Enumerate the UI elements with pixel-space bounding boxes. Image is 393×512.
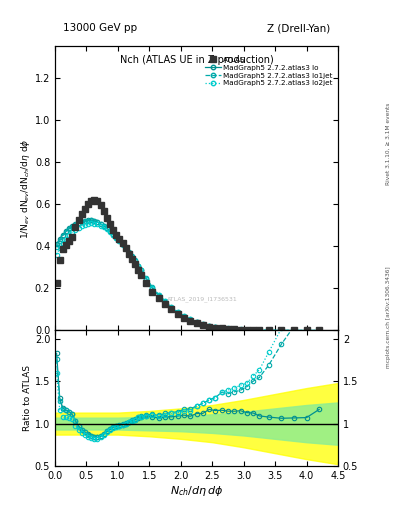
Y-axis label: Ratio to ATLAS: Ratio to ATLAS	[23, 365, 32, 431]
X-axis label: $N_{ch}/d\eta\,d\phi$: $N_{ch}/d\eta\,d\phi$	[170, 483, 223, 498]
Text: Rivet 3.1.10, ≥ 3.1M events: Rivet 3.1.10, ≥ 3.1M events	[386, 102, 391, 184]
Text: Z (Drell-Yan): Z (Drell-Yan)	[267, 23, 330, 33]
Text: ATLAS_2019_I1736531: ATLAS_2019_I1736531	[167, 296, 237, 302]
Legend: ATLAS, MadGraph5 2.7.2.atlas3 lo, MadGraph5 2.7.2.atlas3 lo1jet, MadGraph5 2.7.2: ATLAS, MadGraph5 2.7.2.atlas3 lo, MadGra…	[203, 55, 334, 88]
Text: Nch (ATLAS UE in Z production): Nch (ATLAS UE in Z production)	[119, 55, 274, 65]
Y-axis label: 1/N$_{ev}$ dN$_{ev}$/dN$_{ch}$/d$\eta$ d$\phi$: 1/N$_{ev}$ dN$_{ev}$/dN$_{ch}$/d$\eta$ d…	[19, 138, 32, 239]
Text: mcplots.cern.ch [arXiv:1306.3436]: mcplots.cern.ch [arXiv:1306.3436]	[386, 267, 391, 368]
Text: 13000 GeV pp: 13000 GeV pp	[63, 23, 137, 33]
